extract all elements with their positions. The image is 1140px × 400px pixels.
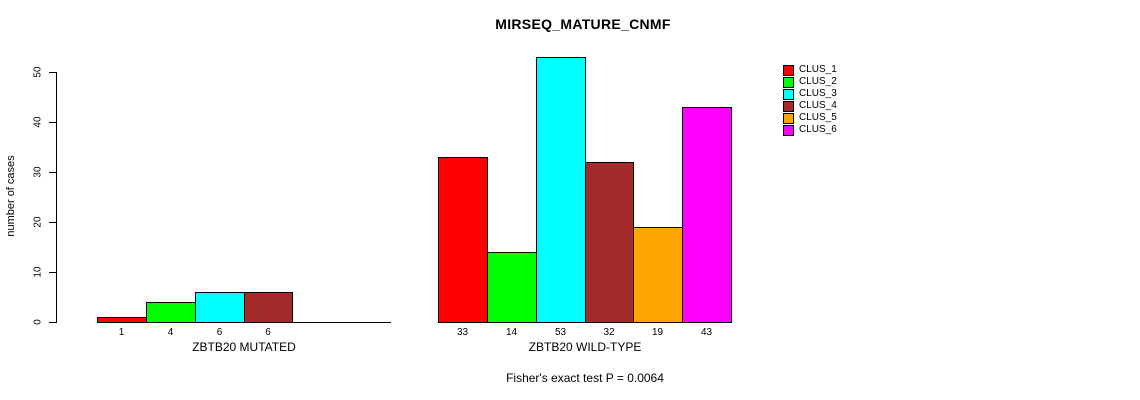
bar-count-label: 1	[118, 327, 125, 338]
bar-clus_2	[487, 252, 537, 323]
legend-label: CLUS_5	[799, 112, 837, 123]
legend-item-clus_2: CLUS_2	[783, 76, 837, 88]
bar-clus_3	[536, 57, 586, 323]
y-tick-label: 40	[32, 116, 44, 128]
y-tick-label: 30	[32, 166, 44, 178]
bar-count-label: 14	[505, 327, 518, 338]
legend-label: CLUS_2	[799, 76, 837, 87]
bar-count-label: 32	[603, 327, 615, 338]
bar-count-label: 4	[167, 327, 174, 338]
legend-item-clus_4: CLUS_4	[783, 100, 837, 112]
bar-count-label: 6	[216, 327, 223, 338]
legend-item-clus_1: CLUS_1	[783, 64, 837, 76]
legend-item-clus_6: CLUS_6	[783, 124, 837, 136]
bar-clus_3	[195, 292, 245, 323]
legend-swatch-icon	[783, 76, 794, 88]
y-axis-title: number of cases	[5, 155, 17, 237]
chart-title: MIRSEQ_MATURE_CNMF	[495, 16, 671, 32]
bar-clus_1	[438, 157, 488, 323]
y-tick-label: 0	[32, 319, 44, 325]
legend-swatch-icon	[783, 88, 794, 100]
bar-count-label: 6	[265, 327, 271, 338]
y-tick-mark	[49, 122, 56, 123]
bar-count-label: 53	[554, 327, 567, 338]
legend-label: CLUS_4	[799, 100, 837, 111]
y-tick-label: 20	[32, 216, 44, 228]
legend-swatch-icon	[783, 124, 794, 136]
y-tick-label: 10	[32, 266, 44, 278]
fisher-test-annotation: Fisher's exact test P = 0.0064	[506, 371, 664, 385]
legend-swatch-icon	[783, 64, 794, 76]
legend-swatch-icon	[783, 100, 794, 112]
x-axis-group-label: ZBTB20 WILD-TYPE	[528, 340, 642, 354]
y-tick-mark	[49, 222, 56, 223]
legend-label: CLUS_3	[799, 88, 837, 99]
bar-clus_4	[244, 292, 293, 323]
bar-count-label: 43	[700, 327, 713, 338]
bar-clus_2	[146, 302, 196, 323]
legend-swatch-icon	[783, 112, 794, 124]
bar-clus_5	[633, 227, 683, 323]
y-tick-mark	[49, 172, 56, 173]
bar-count-label: 19	[651, 327, 664, 338]
bar-clus_1	[97, 317, 147, 323]
bar-clus_6	[682, 107, 732, 323]
x-axis-group-label: ZBTB20 MUTATED	[192, 340, 296, 354]
y-tick-mark	[49, 272, 56, 273]
y-axis-line	[56, 72, 57, 323]
y-tick-mark	[49, 72, 56, 73]
y-tick-label: 50	[32, 66, 44, 78]
bar-clus_4	[585, 162, 634, 323]
legend-label: CLUS_1	[799, 64, 837, 75]
legend-item-clus_5: CLUS_5	[783, 112, 837, 124]
legend-label: CLUS_6	[799, 124, 837, 135]
y-tick-mark	[49, 322, 56, 323]
bar-count-label: 33	[456, 327, 469, 338]
legend-item-clus_3: CLUS_3	[783, 88, 837, 100]
